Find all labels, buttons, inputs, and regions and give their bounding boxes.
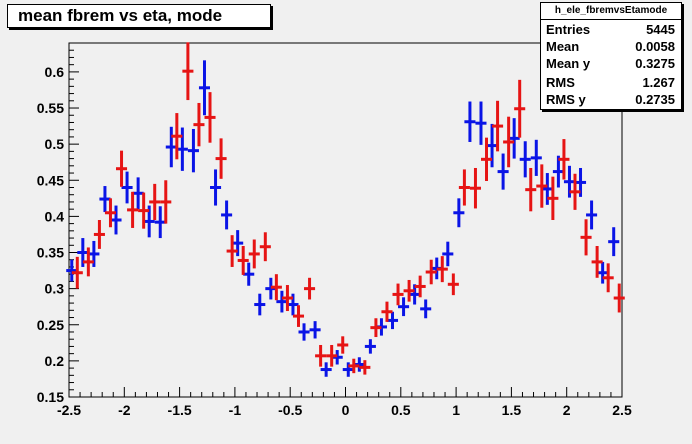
y-tick-label: 0.15	[37, 389, 64, 405]
y-tick-label: 0.4	[45, 208, 65, 224]
y-tick-label: 0.25	[37, 317, 64, 333]
x-tick-label: 2.5	[612, 402, 632, 418]
stats-row-mean-y: Mean y 0.3275	[546, 55, 675, 72]
y-tick-label: 0.45	[37, 172, 64, 188]
x-tick-label: 2	[563, 402, 571, 418]
stats-label: Mean	[546, 39, 580, 54]
y-tick-label: 0.6	[45, 64, 65, 80]
x-tick-label: 0	[342, 402, 350, 418]
x-tick-label: 1.5	[502, 402, 522, 418]
chart-title-box: mean fbrem vs eta, mode	[7, 4, 271, 28]
stats-value: 0.0058	[635, 39, 675, 54]
y-tick-label: 0.55	[37, 100, 64, 116]
stats-label: Mean y	[546, 56, 591, 71]
y-tick-label: 0.3	[45, 281, 65, 297]
stats-histogram-name: h_ele_fbremvsEtamode	[541, 3, 681, 20]
stats-row-rms-y: RMS y 0.2735	[546, 91, 675, 108]
x-tick-label: -0.5	[278, 402, 302, 418]
stats-row-mean: Mean 0.0058	[546, 38, 675, 55]
x-tick-label: 0.5	[391, 402, 411, 418]
stats-value: 1.267	[642, 75, 675, 90]
stats-label: Entries	[546, 22, 591, 37]
stats-row-rms: RMS 1.267	[546, 74, 675, 91]
x-tick-label: -1.5	[168, 402, 192, 418]
x-tick-label: -2	[118, 402, 131, 418]
stats-value: 0.3275	[635, 56, 675, 71]
stats-label: RMS	[546, 75, 575, 90]
y-tick-label: 0.35	[37, 245, 64, 261]
stats-box: h_ele_fbremvsEtamode Entries 5445 Mean 0…	[540, 2, 682, 110]
stats-row-entries: Entries 5445	[546, 21, 675, 38]
stats-value: 0.2735	[635, 92, 675, 107]
stats-label: RMS y	[546, 92, 586, 107]
chart-title: mean fbrem vs eta, mode	[18, 6, 223, 25]
x-tick-label: 1	[452, 402, 460, 418]
y-tick-label: 0.2	[45, 353, 65, 369]
y-tick-label: 0.5	[45, 136, 65, 152]
x-tick-label: -2.5	[57, 402, 81, 418]
stats-value: 5445	[646, 22, 675, 37]
x-tick-label: -1	[229, 402, 242, 418]
